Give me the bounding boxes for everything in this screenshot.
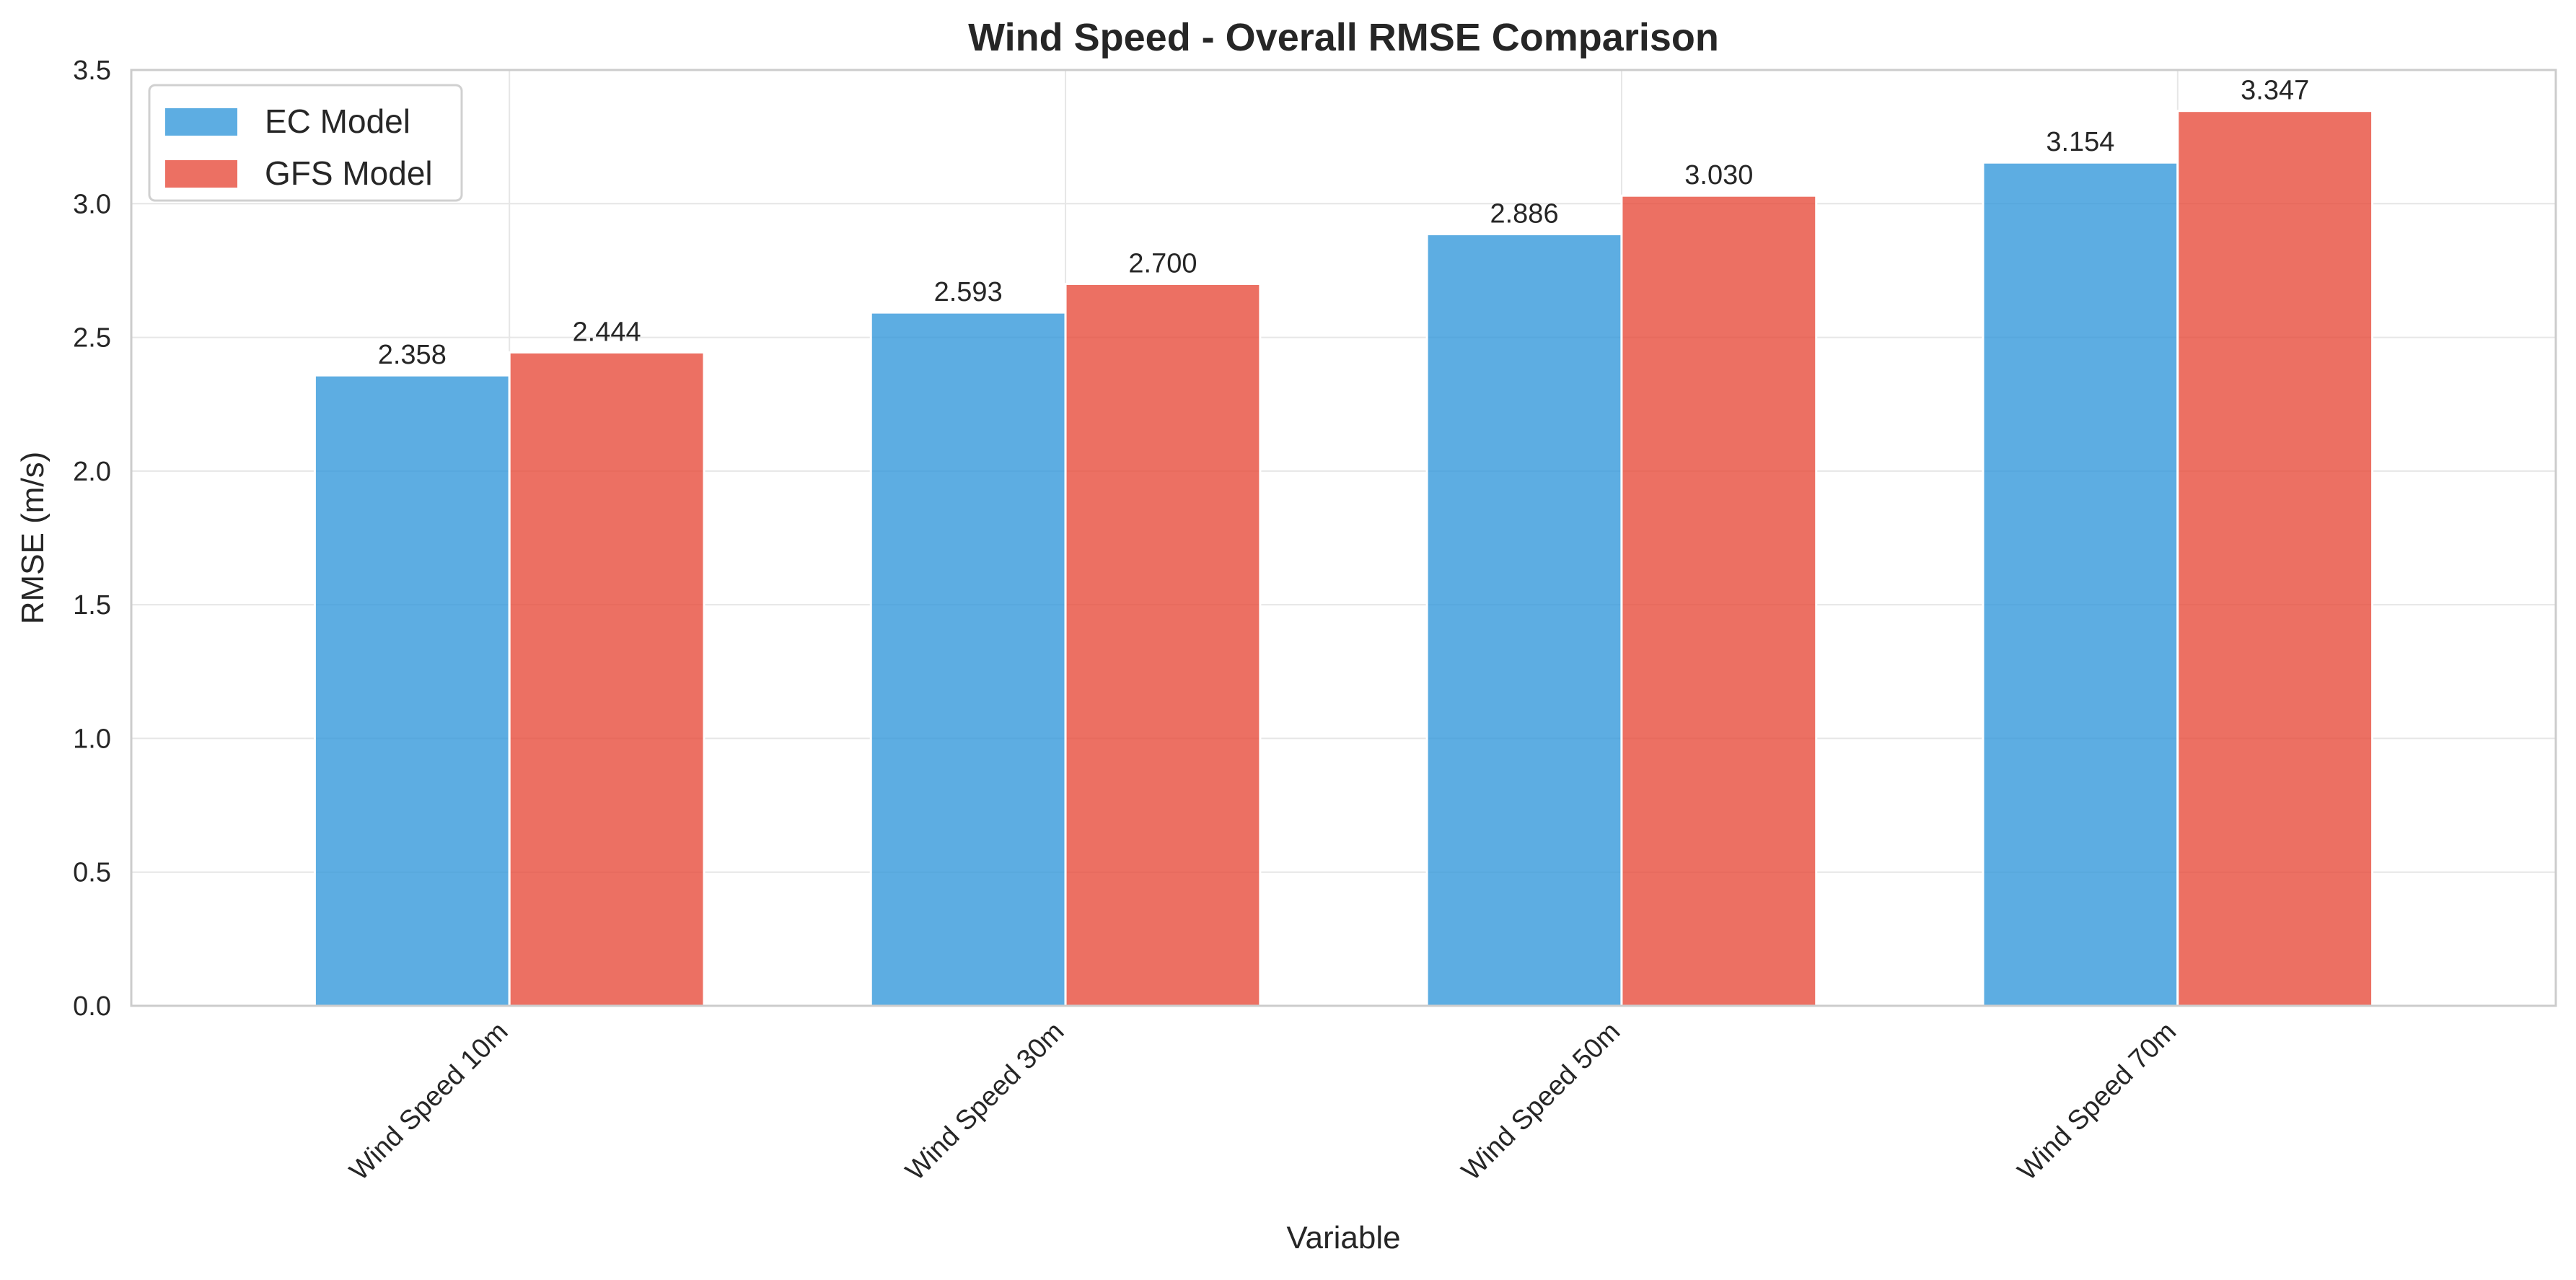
data-label: 2.444 xyxy=(573,317,641,347)
y-tick-label: 1.0 xyxy=(73,724,111,754)
legend-label: GFS Model xyxy=(265,154,433,192)
legend-swatch xyxy=(165,108,237,136)
y-tick-label: 0.5 xyxy=(73,858,111,888)
bars xyxy=(313,110,2374,1007)
y-tick-label: 2.0 xyxy=(73,457,111,487)
bar xyxy=(1620,194,1818,1007)
y-tick-label: 3.0 xyxy=(73,189,111,219)
data-label: 2.886 xyxy=(1490,199,1558,229)
bar xyxy=(1425,233,1623,1007)
data-label: 3.030 xyxy=(1684,160,1753,190)
data-label: 3.154 xyxy=(2046,127,2114,157)
y-axis-ticks: 0.0 0.5 1.0 1.5 2.0 2.5 3.0 3.5 xyxy=(73,56,111,1022)
bar xyxy=(2176,110,2374,1007)
data-label: 3.347 xyxy=(2241,76,2309,106)
legend: EC Model GFS Model xyxy=(148,84,463,202)
bar xyxy=(1064,282,1262,1007)
data-label: 2.358 xyxy=(378,340,447,370)
legend-label: EC Model xyxy=(265,102,410,140)
bar xyxy=(313,374,511,1007)
y-tick-label: 3.5 xyxy=(73,56,111,86)
y-tick-label: 2.5 xyxy=(73,323,111,354)
plot-frame xyxy=(130,69,2557,1007)
bar xyxy=(508,351,705,1007)
chart-title: Wind Speed - Overall RMSE Comparison xyxy=(968,16,1719,59)
legend-swatch xyxy=(165,160,237,188)
y-tick-label: 1.5 xyxy=(73,590,111,621)
x-axis-label: Variable xyxy=(1286,1220,1400,1255)
legend-items: EC Model GFS Model xyxy=(165,102,433,192)
data-label: 2.593 xyxy=(934,277,1003,307)
y-axis-label: RMSE (m/s) xyxy=(15,452,50,625)
data-labels: 2.358 2.593 2.886 3.154 2.444 2.700 3.030 3.347 xyxy=(378,76,2310,370)
bar xyxy=(1982,161,2179,1007)
y-tick-label: 0.0 xyxy=(73,991,111,1022)
bar xyxy=(869,311,1067,1007)
data-label: 2.700 xyxy=(1128,248,1197,279)
